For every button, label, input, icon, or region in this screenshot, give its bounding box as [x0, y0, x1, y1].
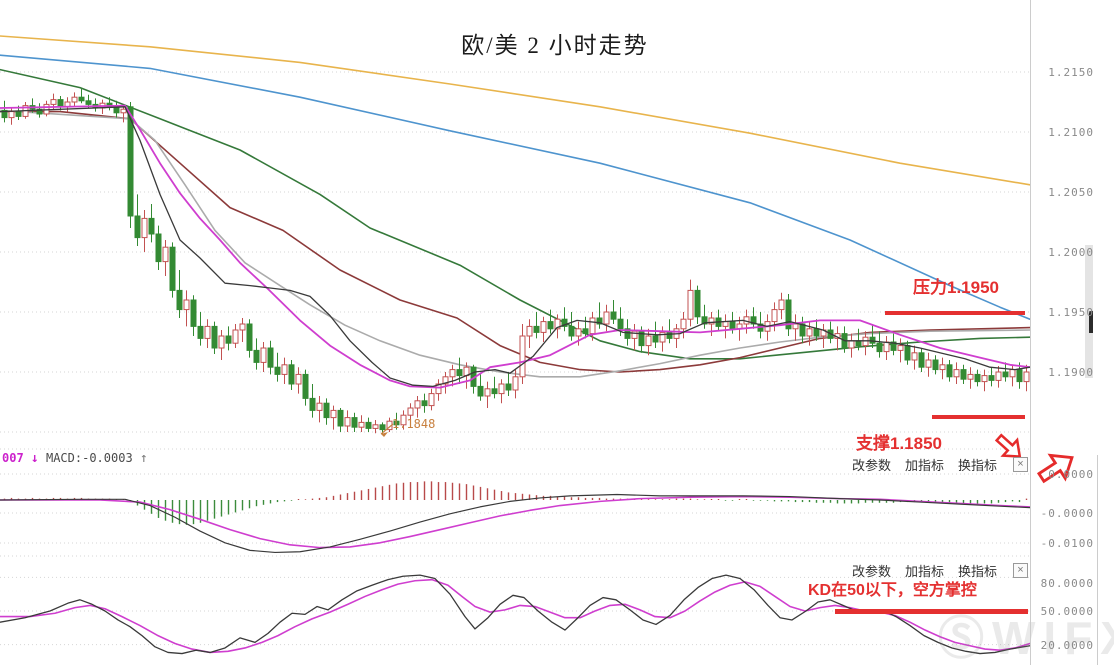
- macd-axis-label: -0.0000: [1040, 507, 1094, 520]
- add-indicator-button[interactable]: 加指标: [904, 458, 944, 473]
- price-axis-label: 1.2100: [1048, 126, 1094, 139]
- price-axis-label: 1.1900: [1048, 366, 1094, 379]
- up-arrow-icon: ↑: [139, 451, 148, 466]
- low-price-label: 1.1848: [392, 417, 436, 431]
- support-line[interactable]: [932, 415, 1025, 419]
- kd-50-line[interactable]: [835, 609, 1028, 614]
- kd-axis-label: 20.0000: [1040, 639, 1094, 652]
- price-axis-label: 1.2150: [1048, 66, 1094, 79]
- ma-lines-slow: [0, 35, 1031, 378]
- close-icon[interactable]: ×: [1013, 563, 1028, 578]
- panel-axis-separator: [1097, 455, 1098, 665]
- change-params-button[interactable]: 改参数: [851, 458, 891, 473]
- price-axis-label: 1.2050: [1048, 186, 1094, 199]
- macd-value: MACD:-0.0003: [45, 451, 133, 465]
- add-indicator-button[interactable]: 加指标: [904, 564, 944, 579]
- macd-axis-label: 0.0000: [1048, 468, 1094, 481]
- candlestick-series: [1, 88, 1030, 435]
- macd-dif-line: [0, 493, 1031, 554]
- macd-dif-value: 007: [2, 451, 24, 465]
- axis-separator: [1030, 0, 1031, 665]
- drawn-arrow-up-right-icon[interactable]: [1034, 446, 1079, 489]
- ma-lines-fast: [0, 104, 1031, 389]
- kd-note-label: KD在50以下，空方掌控: [808, 582, 977, 599]
- drawn-arrow-down-right-icon[interactable]: [992, 430, 1027, 464]
- price-axis-label: 1.1950: [1048, 306, 1094, 319]
- macd-dea-line: [0, 495, 1031, 549]
- close-icon[interactable]: ×: [1013, 457, 1028, 472]
- support-label: 支撑1.1850: [856, 434, 942, 453]
- switch-indicator-button[interactable]: 换指标: [957, 564, 997, 579]
- kd-toolbar: 改参数 加指标 换指标 ×: [852, 561, 1028, 580]
- switch-indicator-button[interactable]: 换指标: [957, 458, 997, 473]
- macd-axis-label: -0.0100: [1040, 537, 1094, 550]
- macd-indicator-label: 007 ↓ MACD:-0.0003 ↑: [2, 451, 148, 466]
- down-arrow-icon: ↓: [30, 451, 39, 466]
- chart-title: 欧/美 2 小时走势: [461, 33, 649, 58]
- macd-histogram: [3, 481, 1028, 525]
- kd-axis-label: 80.0000: [1040, 577, 1094, 590]
- price-axis-label: 1.2000: [1048, 246, 1094, 259]
- watermark: ⓈWIFX: [938, 612, 1114, 664]
- kd-axis-label: 50.0000: [1040, 605, 1094, 618]
- macd-toolbar: 改参数 加指标 换指标 ×: [852, 455, 1028, 474]
- scrollbar-thumb[interactable]: [1089, 311, 1093, 333]
- change-params-button[interactable]: 改参数: [851, 564, 891, 579]
- resistance-line[interactable]: [885, 311, 1025, 315]
- low-marker-arrow: [380, 423, 394, 437]
- resistance-label: 压力1.1950: [913, 278, 999, 297]
